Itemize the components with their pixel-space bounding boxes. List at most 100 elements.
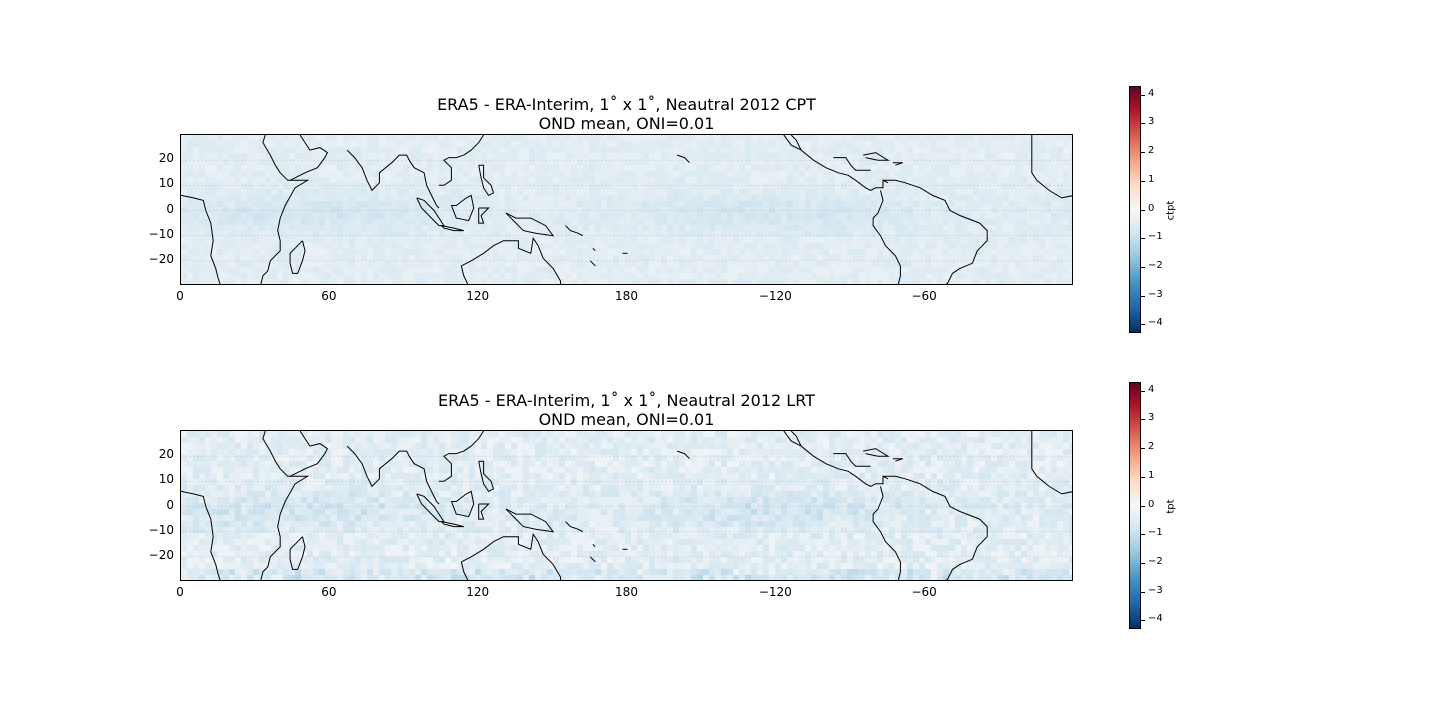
field-cell — [217, 177, 223, 183]
field-cell — [643, 159, 649, 165]
field-cell — [811, 255, 817, 261]
field-cell — [325, 189, 331, 195]
field-cell — [445, 237, 451, 243]
field-cell — [577, 243, 583, 249]
field-cell — [781, 467, 787, 473]
field-cell — [1015, 267, 1021, 273]
field-cell — [595, 273, 601, 279]
field-cell — [211, 189, 217, 195]
field-cell — [535, 455, 541, 461]
field-cell — [991, 243, 997, 249]
field-cell — [355, 431, 361, 437]
field-cell — [613, 461, 619, 467]
field-cell — [373, 261, 379, 267]
field-cell — [493, 171, 499, 177]
field-cell — [901, 177, 907, 183]
field-cell — [355, 135, 361, 141]
field-cell — [577, 177, 583, 183]
field-cell — [547, 443, 553, 449]
field-cell — [1045, 165, 1051, 171]
field-cell — [757, 225, 763, 231]
field-cell — [289, 141, 295, 147]
field-cell — [583, 467, 589, 473]
field-cell — [973, 279, 979, 284]
field-cell — [991, 431, 997, 437]
field-cell — [589, 183, 595, 189]
field-cell — [301, 261, 307, 267]
field-cell — [439, 153, 445, 159]
field-cell — [565, 153, 571, 159]
field-cell — [403, 273, 409, 279]
field-cell — [487, 455, 493, 461]
field-cell — [565, 273, 571, 279]
field-cell — [793, 207, 799, 213]
field-cell — [385, 225, 391, 231]
field-cell — [859, 443, 865, 449]
field-cell — [439, 189, 445, 195]
field-cell — [943, 135, 949, 141]
field-cell — [595, 207, 601, 213]
field-cell — [943, 243, 949, 249]
field-cell — [679, 213, 685, 219]
field-cell — [1039, 437, 1045, 443]
field-cell — [295, 189, 301, 195]
field-cell — [763, 153, 769, 159]
field-cell — [439, 261, 445, 267]
field-cell — [733, 177, 739, 183]
field-cell — [205, 443, 211, 449]
field-cell — [583, 147, 589, 153]
field-cell — [379, 249, 385, 255]
field-cell — [199, 207, 205, 213]
field-cell — [541, 195, 547, 201]
field-cell — [463, 231, 469, 237]
field-cell — [751, 201, 757, 207]
field-cell — [685, 267, 691, 273]
field-cell — [985, 171, 991, 177]
field-cell — [901, 461, 907, 467]
field-cell — [409, 165, 415, 171]
field-cell — [217, 267, 223, 273]
field-cell — [235, 195, 241, 201]
field-cell — [1003, 455, 1009, 461]
field-cell — [253, 231, 259, 237]
field-cell — [595, 431, 601, 437]
field-cell — [259, 165, 265, 171]
field-cell — [859, 165, 865, 171]
field-cell — [295, 213, 301, 219]
field-cell — [805, 261, 811, 267]
field-cell — [1063, 189, 1069, 195]
field-cell — [901, 455, 907, 461]
field-cell — [733, 201, 739, 207]
field-cell — [535, 207, 541, 213]
field-cell — [499, 243, 505, 249]
field-cell — [559, 273, 565, 279]
field-cell — [1033, 243, 1039, 249]
field-cell — [475, 261, 481, 267]
field-cell — [391, 443, 397, 449]
field-cell — [607, 267, 613, 273]
field-cell — [949, 455, 955, 461]
field-cell — [313, 189, 319, 195]
field-cell — [697, 147, 703, 153]
field-cell — [691, 219, 697, 225]
field-cell — [433, 279, 439, 284]
field-cell — [967, 195, 973, 201]
field-cell — [1027, 437, 1033, 443]
field-cell — [859, 177, 865, 183]
field-cell — [985, 249, 991, 255]
field-cell — [217, 237, 223, 243]
field-cell — [355, 207, 361, 213]
field-cell — [1033, 255, 1039, 261]
field-cell — [1057, 183, 1063, 189]
field-cell — [199, 147, 205, 153]
field-cell — [445, 455, 451, 461]
field-cell — [307, 261, 313, 267]
field-cell — [451, 267, 457, 273]
field-cell — [247, 267, 253, 273]
field-cell — [223, 213, 229, 219]
field-cell — [967, 135, 973, 141]
field-cell — [205, 201, 211, 207]
field-cell — [937, 243, 943, 249]
field-cell — [889, 171, 895, 177]
field-cell — [847, 207, 853, 213]
